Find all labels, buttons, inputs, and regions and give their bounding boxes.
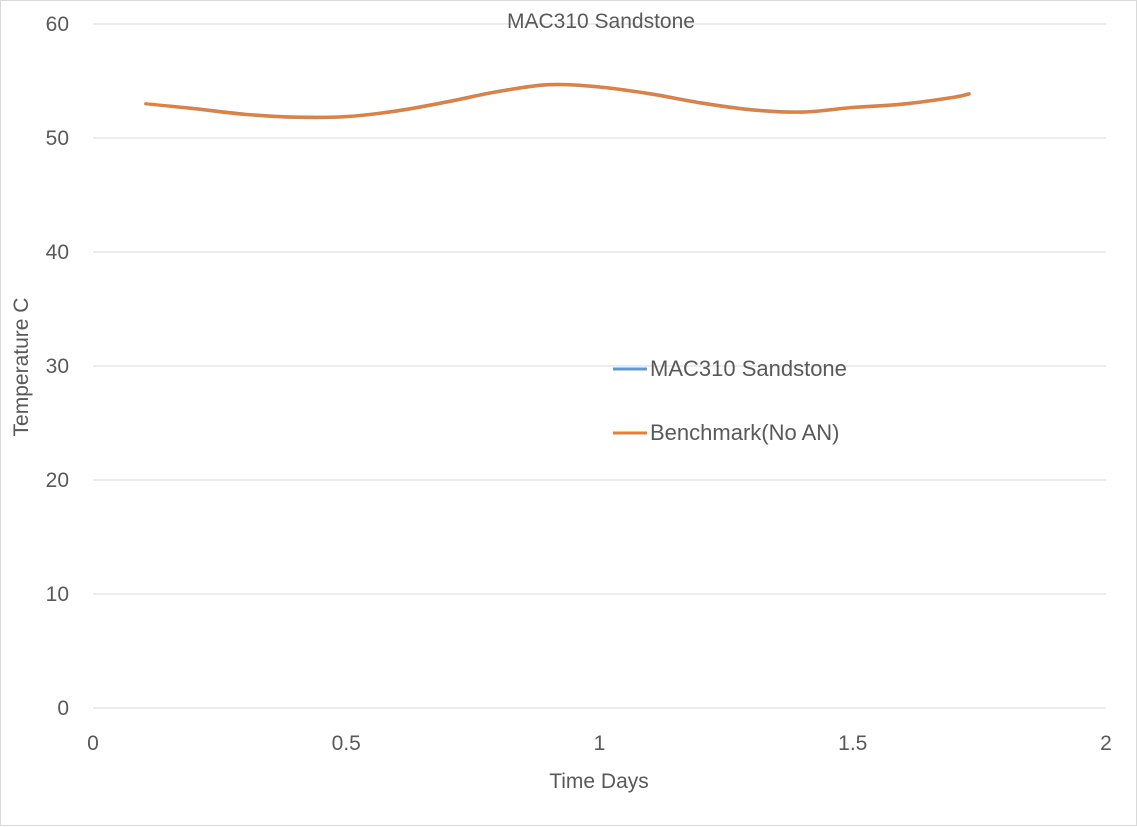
- gridlines: [93, 23, 1106, 709]
- y-tick-label: 50: [46, 127, 69, 150]
- y-tick-labels: 0 10 20 30 40 50 60: [46, 13, 69, 720]
- series-line-0: [144, 82, 971, 119]
- legend-label-0: MAC310 Sandstone: [650, 356, 847, 381]
- y-tick-label: 40: [46, 241, 69, 264]
- y-axis-title: Temperature C: [10, 298, 33, 437]
- x-tick-label: 1: [594, 732, 606, 755]
- chart-title: MAC310 Sandstone: [507, 10, 695, 33]
- y-tick-label: 30: [46, 355, 69, 378]
- y-tick-label: 60: [46, 13, 69, 36]
- x-tick-label: 0: [87, 732, 99, 755]
- x-tick-label: 1.5: [838, 732, 867, 755]
- legend-label-1: Benchmark(No AN): [650, 420, 840, 445]
- series-lines: [144, 82, 971, 120]
- x-tick-label: 2: [1100, 732, 1112, 755]
- x-axis-title: Time Days: [549, 770, 649, 793]
- legend: MAC310 Sandstone Benchmark(No AN): [613, 356, 847, 445]
- x-tick-label: 0.5: [332, 732, 361, 755]
- y-tick-label: 0: [57, 697, 69, 720]
- series-line-1: [144, 83, 971, 120]
- y-tick-label: 10: [46, 583, 69, 606]
- y-tick-label: 20: [46, 469, 69, 492]
- x-tick-labels: 0 0.5 1 1.5 2: [87, 732, 1112, 755]
